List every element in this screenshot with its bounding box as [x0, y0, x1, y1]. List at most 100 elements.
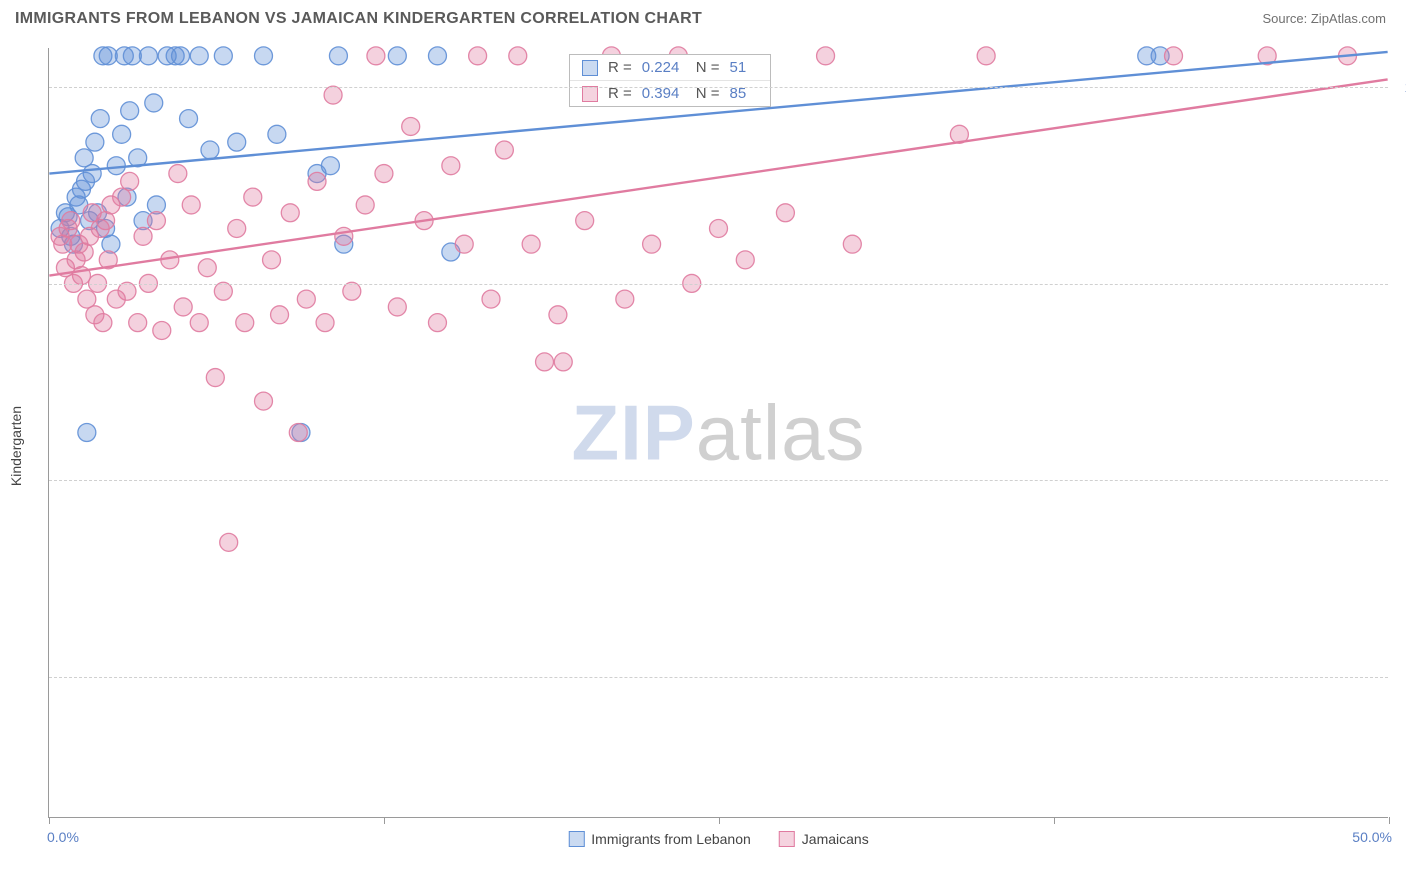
scatter-point — [228, 133, 246, 151]
scatter-point — [214, 282, 232, 300]
scatter-point — [329, 47, 347, 65]
scatter-point — [308, 172, 326, 190]
scatter-point — [335, 227, 353, 245]
scatter-point — [78, 424, 96, 442]
scatter-point — [134, 227, 152, 245]
scatter-point — [356, 196, 374, 214]
scatter-point — [977, 47, 995, 65]
scatter-point — [201, 141, 219, 159]
scatter-point — [271, 306, 289, 324]
y-tick-label: 97.5% — [1396, 276, 1406, 292]
source-value: ZipAtlas.com — [1311, 11, 1386, 26]
scatter-point — [482, 290, 500, 308]
scatter-point — [198, 259, 216, 277]
scatter-point — [129, 314, 147, 332]
scatter-point — [121, 102, 139, 120]
scatter-point — [554, 353, 572, 371]
trend-line — [49, 79, 1387, 275]
scatter-point — [220, 533, 238, 551]
scatter-point — [536, 353, 554, 371]
scatter-point — [343, 282, 361, 300]
x-tick — [1054, 817, 1055, 824]
legend-label: Immigrants from Lebanon — [591, 831, 751, 847]
scatter-point — [736, 251, 754, 269]
x-tick — [1389, 817, 1390, 824]
scatter-point — [83, 165, 101, 183]
scatter-point — [118, 282, 136, 300]
scatter-point — [324, 86, 342, 104]
r-value: 0.224 — [642, 59, 686, 76]
scatter-point — [388, 47, 406, 65]
scatter-point — [1165, 47, 1183, 65]
scatter-point — [94, 314, 112, 332]
stats-legend-box: R = 0.224 N = 51 R =0.394N =85 — [569, 54, 771, 107]
scatter-point — [169, 165, 187, 183]
scatter-point — [643, 235, 661, 253]
scatter-point — [402, 117, 420, 135]
legend-item: Jamaicans — [779, 831, 869, 847]
scatter-svg — [49, 48, 1388, 817]
legend-label: Jamaicans — [802, 831, 869, 847]
chart-title: IMMIGRANTS FROM LEBANON VS JAMAICAN KIND… — [15, 10, 702, 28]
scatter-point — [321, 157, 339, 175]
scatter-point — [236, 314, 254, 332]
plot-area: ZIPatlas R =0.224N =51R =0.394N =85 Immi… — [48, 48, 1388, 818]
scatter-point — [139, 47, 157, 65]
x-tick — [49, 817, 50, 824]
scatter-point — [190, 314, 208, 332]
legend-swatch — [568, 831, 584, 847]
x-tick-label-max: 50.0% — [1352, 829, 1392, 845]
scatter-point — [509, 47, 527, 65]
n-label: N = — [696, 59, 720, 76]
scatter-point — [121, 172, 139, 190]
x-tick — [384, 817, 385, 824]
scatter-point — [375, 165, 393, 183]
legend-swatch — [779, 831, 795, 847]
n-value: 51 — [730, 59, 758, 76]
scatter-point — [843, 235, 861, 253]
scatter-point — [190, 47, 208, 65]
scatter-point — [147, 212, 165, 230]
y-tick-label: 100.0% — [1396, 79, 1406, 95]
scatter-point — [255, 47, 273, 65]
grid-line — [49, 480, 1388, 481]
r-label: R = — [608, 59, 632, 76]
grid-line — [49, 87, 1388, 88]
scatter-point — [469, 47, 487, 65]
grid-line — [49, 677, 1388, 678]
scatter-point — [263, 251, 281, 269]
source-label: Source: — [1262, 11, 1310, 26]
stats-row: R = 0.224 N = 51 — [570, 55, 770, 80]
legend-item: Immigrants from Lebanon — [568, 831, 751, 847]
scatter-point — [268, 125, 286, 143]
scatter-point — [455, 235, 473, 253]
scatter-point — [616, 290, 634, 308]
y-axis-title: Kindergarten — [8, 406, 24, 486]
scatter-point — [206, 369, 224, 387]
scatter-point — [91, 110, 109, 128]
scatter-point — [255, 392, 273, 410]
scatter-point — [495, 141, 513, 159]
scatter-point — [710, 219, 728, 237]
scatter-point — [174, 298, 192, 316]
y-tick-label: 92.5% — [1396, 669, 1406, 685]
grid-line — [49, 284, 1388, 285]
scatter-point — [522, 235, 540, 253]
scatter-point — [153, 322, 171, 340]
scatter-point — [123, 47, 141, 65]
scatter-point — [86, 133, 104, 151]
scatter-point — [316, 314, 334, 332]
scatter-point — [549, 306, 567, 324]
x-tick — [719, 817, 720, 824]
legend-bottom: Immigrants from Lebanon Jamaicans — [568, 831, 868, 847]
scatter-point — [289, 424, 307, 442]
scatter-point — [180, 110, 198, 128]
y-tick-label: 95.0% — [1396, 472, 1406, 488]
scatter-point — [576, 212, 594, 230]
scatter-point — [145, 94, 163, 112]
scatter-point — [428, 47, 446, 65]
scatter-point — [214, 47, 232, 65]
stats-row: R =0.394N =85 — [570, 80, 770, 106]
scatter-point — [244, 188, 262, 206]
scatter-point — [817, 47, 835, 65]
